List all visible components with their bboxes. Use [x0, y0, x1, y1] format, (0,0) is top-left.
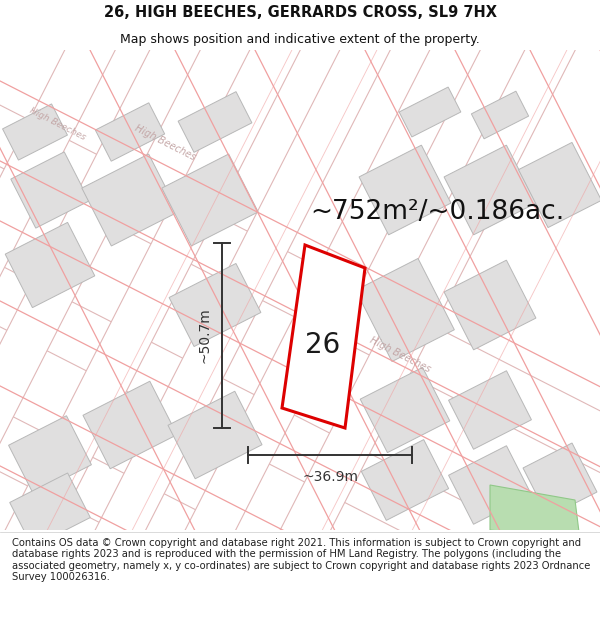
Polygon shape	[169, 264, 261, 346]
Polygon shape	[45, 0, 600, 625]
Polygon shape	[8, 416, 91, 494]
Text: ~50.7m: ~50.7m	[197, 308, 211, 363]
Polygon shape	[399, 87, 461, 137]
Polygon shape	[0, 61, 600, 517]
Polygon shape	[135, 0, 600, 625]
Polygon shape	[162, 154, 258, 246]
Polygon shape	[444, 260, 536, 350]
Polygon shape	[10, 473, 91, 547]
Text: ~36.9m: ~36.9m	[302, 470, 358, 484]
Polygon shape	[359, 145, 451, 235]
Polygon shape	[449, 446, 532, 524]
Polygon shape	[0, 366, 600, 625]
Text: Contains OS data © Crown copyright and database right 2021. This information is : Contains OS data © Crown copyright and d…	[12, 538, 590, 582]
Text: High Beeches: High Beeches	[368, 336, 432, 375]
Polygon shape	[5, 222, 95, 308]
Polygon shape	[449, 371, 532, 449]
Polygon shape	[472, 91, 529, 139]
Text: 26, HIGH BEECHES, GERRARDS CROSS, SL9 7HX: 26, HIGH BEECHES, GERRARDS CROSS, SL9 7H…	[104, 5, 497, 20]
Text: High Beeches: High Beeches	[28, 106, 87, 142]
Polygon shape	[168, 391, 262, 479]
Text: 26: 26	[305, 331, 341, 359]
Text: High Beeches: High Beeches	[133, 124, 197, 163]
Polygon shape	[0, 516, 600, 625]
Polygon shape	[0, 221, 600, 625]
Polygon shape	[178, 92, 252, 152]
Polygon shape	[490, 485, 580, 540]
Polygon shape	[2, 104, 67, 160]
Polygon shape	[361, 439, 449, 521]
Polygon shape	[82, 154, 178, 246]
Polygon shape	[95, 102, 164, 161]
Polygon shape	[360, 368, 450, 452]
Text: Map shows position and indicative extent of the property.: Map shows position and indicative extent…	[120, 34, 480, 46]
Polygon shape	[444, 145, 536, 235]
Polygon shape	[11, 152, 89, 228]
Polygon shape	[230, 0, 600, 625]
Polygon shape	[356, 259, 454, 361]
Polygon shape	[523, 443, 597, 517]
Polygon shape	[83, 381, 177, 469]
Polygon shape	[518, 142, 600, 228]
Text: ~752m²/~0.186ac.: ~752m²/~0.186ac.	[310, 199, 564, 225]
Polygon shape	[282, 245, 365, 428]
